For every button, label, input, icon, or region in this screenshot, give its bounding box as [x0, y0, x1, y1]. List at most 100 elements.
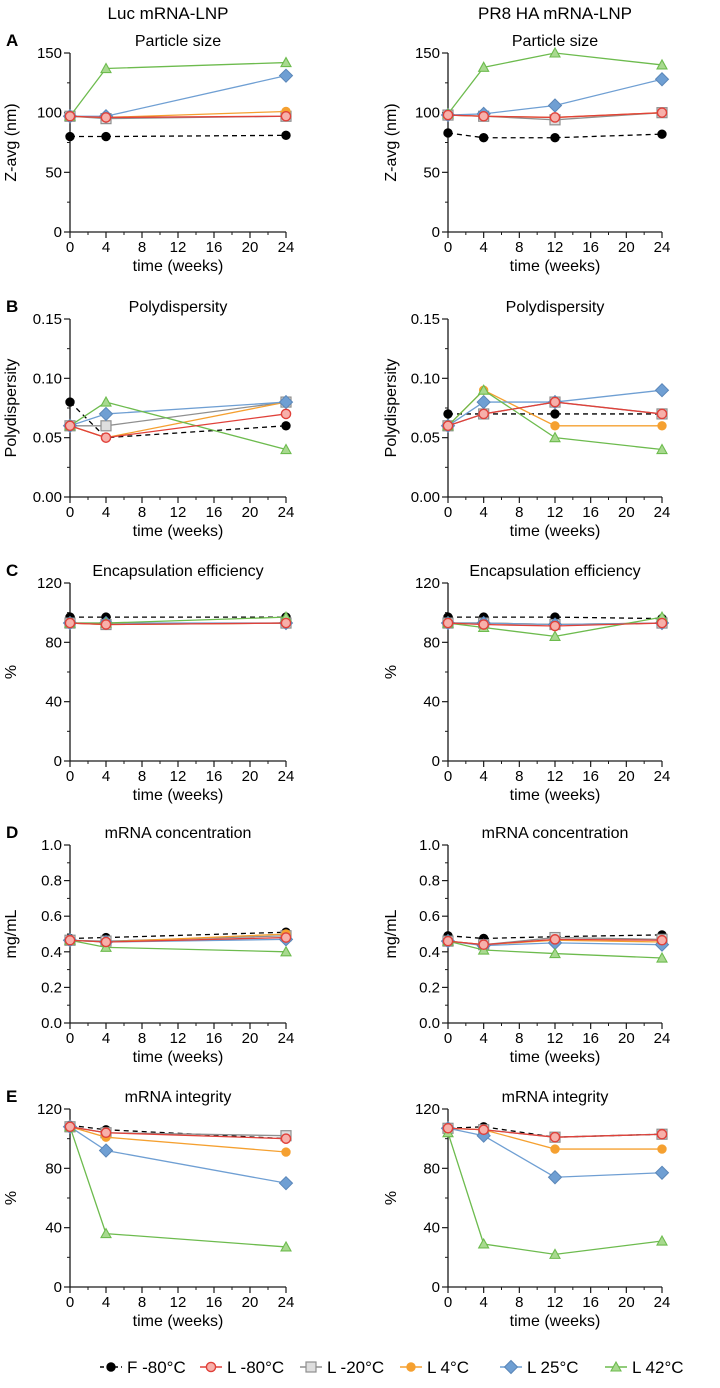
data-point [657, 421, 667, 431]
data-point [657, 1144, 667, 1154]
y-tick-label: 0.15 [411, 311, 440, 328]
x-tick-label: 4 [102, 504, 110, 521]
x-tick-label: 8 [138, 768, 146, 785]
y-tick-label: 0.10 [33, 370, 62, 387]
series-line [69, 1126, 287, 1248]
series-l-80-c [64, 110, 292, 123]
data-point [549, 934, 561, 945]
panel-letter: D [6, 823, 18, 842]
data-point [478, 1124, 489, 1136]
x-axis-title: time (weeks) [510, 787, 601, 804]
y-tick-label: 0 [54, 224, 62, 241]
data-point [550, 133, 560, 143]
x-tick-label: 20 [618, 768, 635, 785]
x-tick-label: 20 [618, 239, 635, 256]
series-line [447, 112, 663, 119]
data-point [478, 133, 489, 143]
panel-letter: C [6, 561, 18, 580]
data-point [478, 110, 489, 122]
legend-item: L 25°C [500, 1358, 579, 1377]
x-tick-label: 12 [547, 1294, 564, 1311]
data-point [656, 951, 668, 963]
x-tick-label: 24 [278, 239, 295, 256]
column-title-luc: Luc mRNA-LNP [108, 4, 229, 23]
chart-title: mRNA integrity [502, 1089, 609, 1106]
legend-item: L 42°C [605, 1358, 684, 1377]
data-point [64, 617, 76, 629]
x-tick-label: 8 [138, 504, 146, 521]
panel-B2: Polydispersity 0.00 0.05 0.10 0.15 0 4 8 12 16 20 2… [383, 299, 670, 540]
x-tick-label: 20 [618, 1030, 635, 1047]
data-point [280, 408, 292, 420]
x-tick-label: 16 [582, 504, 599, 521]
legend-marker [503, 1359, 519, 1375]
x-tick-label: 4 [102, 1294, 110, 1311]
x-axis-title: time (weeks) [133, 523, 224, 540]
data-point [478, 408, 489, 420]
data-point [549, 947, 561, 959]
chart-title: mRNA concentration [105, 825, 252, 842]
y-tick-label: 0.00 [33, 489, 62, 506]
chart-title: Polydispersity [129, 299, 228, 316]
x-tick-label: 8 [515, 1294, 523, 1311]
y-tick-label: 0.6 [419, 908, 440, 925]
x-tick-label: 0 [66, 768, 74, 785]
data-point [280, 932, 292, 943]
data-point [549, 630, 561, 641]
data-point [654, 382, 670, 398]
data-point [100, 936, 112, 948]
chart-title: mRNA concentration [482, 825, 629, 842]
data-point [280, 945, 292, 957]
y-axis-title: % [3, 665, 20, 679]
y-tick-label: 150 [415, 45, 440, 62]
data-point [547, 98, 563, 113]
x-tick-label: 16 [582, 768, 599, 785]
y-tick-label: 100 [415, 105, 440, 122]
x-tick-label: 8 [515, 504, 523, 521]
x-tick-label: 24 [654, 504, 671, 521]
chart-title: Encapsulation efficiency [469, 563, 640, 580]
x-tick-label: 16 [206, 239, 223, 256]
data-point [442, 1122, 454, 1134]
series-line [447, 52, 663, 115]
data-point [64, 934, 76, 946]
legend-marker [406, 1362, 416, 1372]
x-axis-title: time (weeks) [510, 258, 601, 275]
x-tick-label: 4 [479, 1294, 487, 1311]
series-line [448, 622, 663, 626]
series-line [447, 1127, 663, 1138]
data-point [656, 617, 668, 629]
legend-label: F -80°C [127, 1358, 186, 1377]
y-tick-label: 80 [423, 634, 440, 651]
y-tick-label: 0.00 [411, 489, 440, 506]
data-point [549, 1248, 561, 1259]
data-point [64, 420, 76, 432]
y-tick-label: 0 [432, 1279, 440, 1296]
x-tick-label: 12 [170, 1030, 187, 1047]
series-line [447, 938, 663, 946]
data-point [443, 128, 453, 138]
data-point [656, 443, 668, 455]
series-line [70, 75, 287, 117]
data-point [100, 1127, 112, 1139]
legend-marker [205, 1361, 217, 1373]
panel-A1: A Particle size 0 50 100 150 0 4 8 12 16 20 24 time (… [3, 31, 294, 275]
x-tick-label: 4 [479, 1030, 487, 1047]
series-line [447, 1132, 663, 1256]
y-axis-title: % [383, 1191, 400, 1205]
y-tick-label: 80 [45, 634, 62, 651]
y-axis-title: Polydispersity [3, 359, 20, 458]
series-line [69, 401, 287, 439]
panel-C1: C Encapsulation efficiency 0 40 80 120 0 4 8 12 16… [3, 561, 294, 804]
x-tick-label: 12 [547, 768, 564, 785]
series-l-80-c [442, 396, 668, 432]
x-tick-label: 16 [206, 1294, 223, 1311]
x-tick-label: 0 [444, 239, 452, 256]
y-tick-label: 0.10 [411, 370, 440, 387]
series-line [447, 401, 663, 427]
legend-item: L -80°C [200, 1358, 284, 1377]
column-title-pr8: PR8 HA mRNA-LNP [478, 4, 632, 23]
x-tick-label: 4 [479, 768, 487, 785]
data-point [278, 1175, 294, 1191]
